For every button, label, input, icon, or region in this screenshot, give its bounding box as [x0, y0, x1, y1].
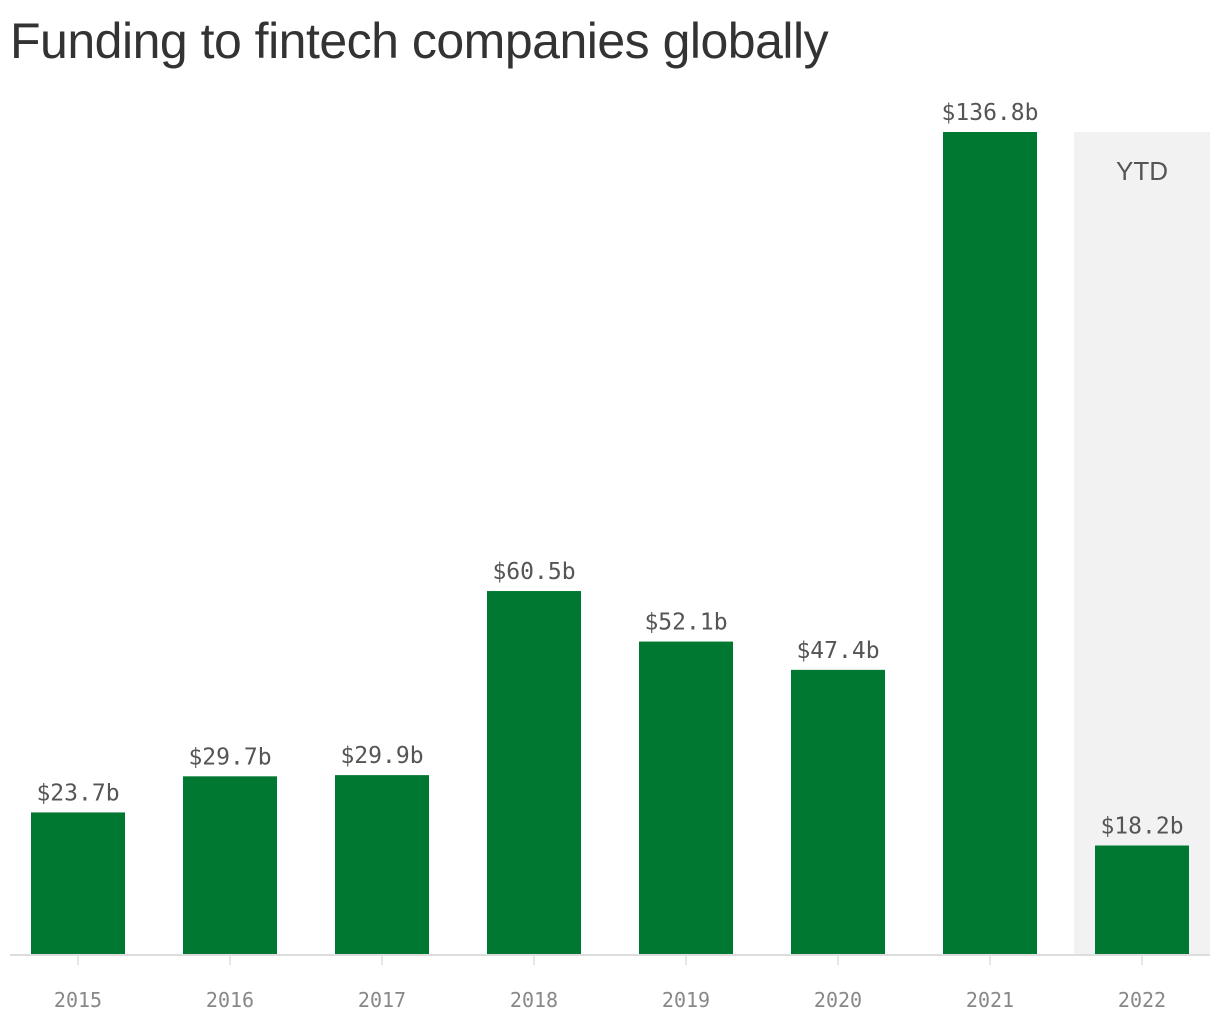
bar-2021	[943, 132, 1037, 955]
bar-2016	[183, 776, 277, 955]
x-tick-label-2021: 2021	[966, 988, 1014, 1012]
data-label-2016: $29.7b	[188, 744, 271, 770]
axis-layer	[10, 954, 1210, 965]
x-tick-label-2018: 2018	[510, 988, 558, 1012]
bar-2022	[1095, 845, 1189, 955]
x-tick-label-2022: 2022	[1118, 988, 1166, 1012]
data-label-2015: $23.7b	[36, 780, 119, 806]
ytd-highlight-band	[1074, 132, 1210, 955]
data-label-2019: $52.1b	[644, 610, 727, 636]
highlight-band-layer	[1074, 132, 1210, 955]
data-label-2020: $47.4b	[796, 638, 879, 664]
x-tick-label-2017: 2017	[358, 988, 406, 1012]
bar-2020	[791, 669, 885, 955]
bar-layer	[31, 132, 1189, 955]
label-layer: YTD $23.7b 2015 $29.7b 2016 $29.9b 2017 $60.5b 2…	[36, 100, 1183, 1012]
bar-2017	[335, 775, 429, 955]
x-tick-label-2016: 2016	[206, 988, 254, 1012]
x-tick-label-2020: 2020	[814, 988, 862, 1012]
data-label-2021: $136.8b	[942, 100, 1039, 126]
x-tick-label-2015: 2015	[54, 988, 102, 1012]
x-tick-label-2019: 2019	[662, 988, 710, 1012]
chart-title: Funding to fintech companies globally	[10, 13, 829, 69]
bar-2019	[639, 641, 733, 955]
data-label-2022: $18.2b	[1100, 814, 1183, 840]
bar-2015	[31, 812, 125, 955]
data-label-2017: $29.9b	[340, 743, 423, 769]
ytd-annotation-label: YTD	[1116, 156, 1168, 186]
bar-2018	[487, 591, 581, 955]
data-label-2018: $60.5b	[492, 559, 575, 585]
